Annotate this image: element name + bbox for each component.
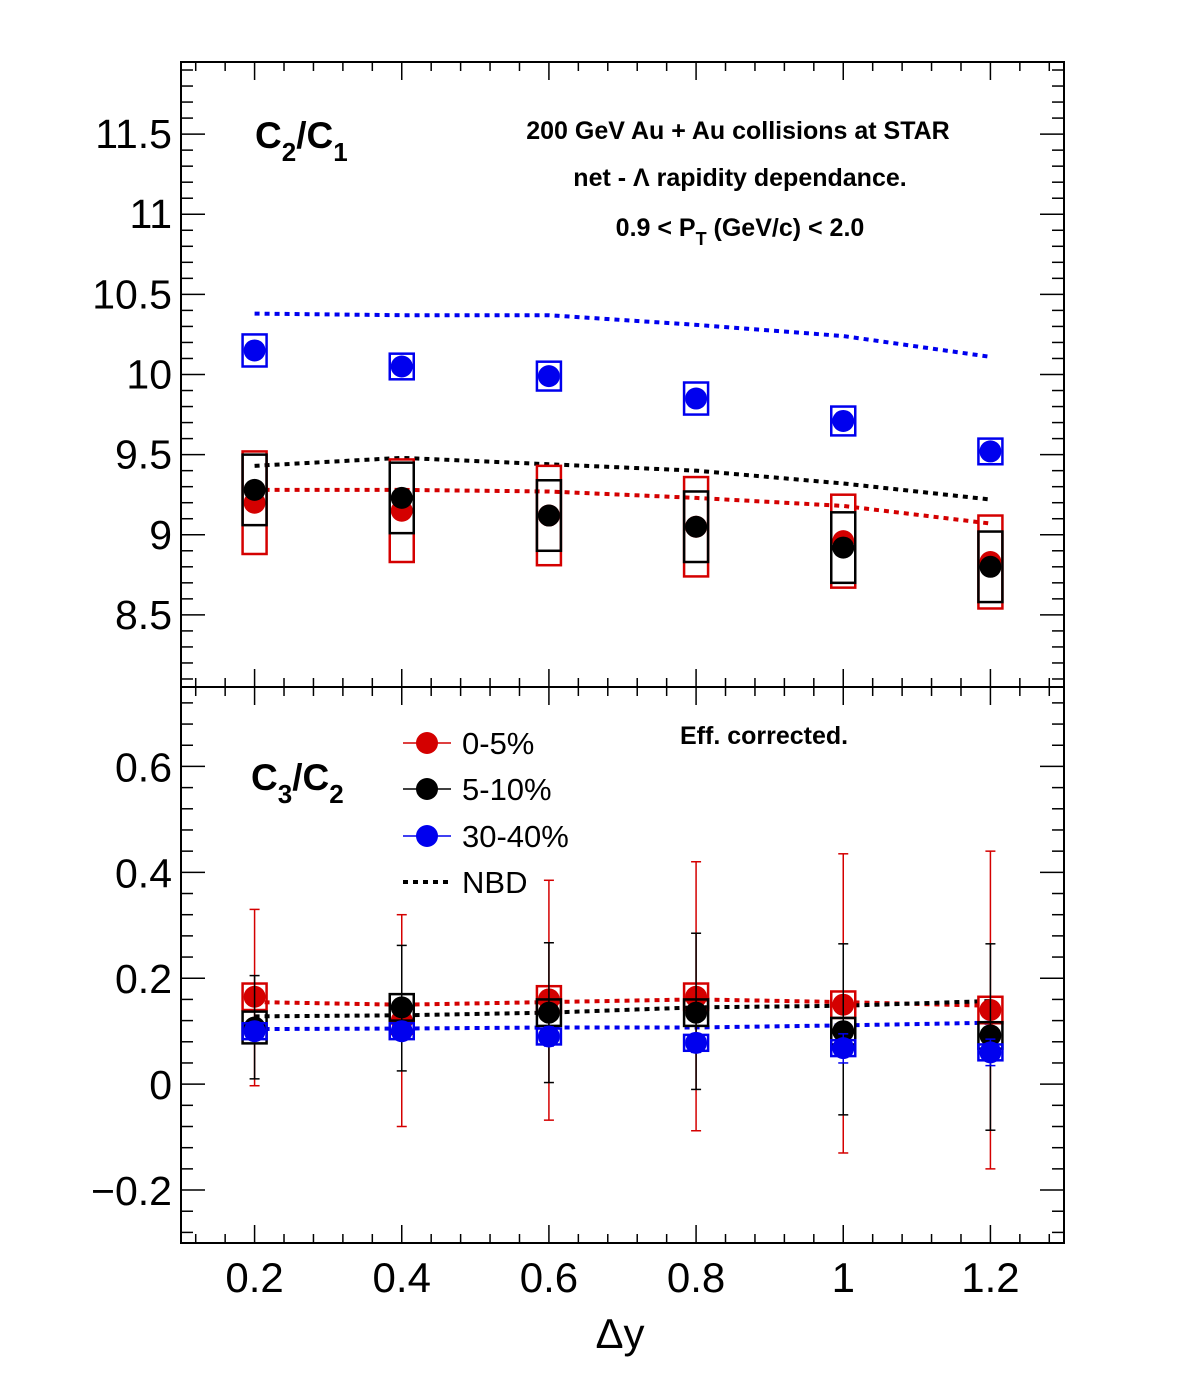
systematic-box — [535, 360, 563, 392]
nbd-curve — [254, 999, 991, 1019]
data-point — [537, 1001, 560, 1024]
systematic-box — [388, 461, 415, 535]
x-tick-label: 0.6 — [520, 1254, 578, 1301]
top-y-tick-labels: 8.5 9 9.5 10 10.5 11 11.5 — [92, 111, 172, 638]
systematic-box — [241, 333, 268, 368]
systematic-box — [682, 381, 710, 416]
title-line-3: 0.9 < PT (GeV/c) < 2.0 — [616, 214, 865, 249]
x-tick-label: 0.8 — [667, 1254, 725, 1301]
systematic-box — [241, 453, 268, 527]
x-tick-label: 1.2 — [961, 1254, 1019, 1301]
top-y-tick-label: 11 — [129, 191, 172, 237]
data-point — [390, 996, 413, 1019]
systematic-box — [682, 998, 710, 1028]
systematic-box — [830, 511, 857, 585]
legend-marker — [416, 732, 438, 754]
legend-label: NBD — [462, 865, 527, 900]
title-line-1: 200 GeV Au + Au collisions at STAR — [526, 117, 950, 145]
nbd-curve — [254, 455, 991, 502]
systematic-box — [977, 530, 1004, 604]
bottom-nbd-curves — [254, 997, 991, 1032]
bottom-ticks — [181, 687, 1064, 1243]
legend-marker — [416, 825, 438, 847]
data-point — [979, 1041, 1002, 1064]
bottom-plot-frame — [180, 686, 1065, 1244]
data-point — [832, 409, 855, 432]
legend-marker — [416, 778, 438, 800]
x-tick-label: 0.2 — [225, 1254, 283, 1301]
top-y-tick-label: 11.5 — [95, 111, 172, 157]
bottom-y-tick-labels: −0.2 0 0.2 0.4 0.6 — [91, 744, 172, 1214]
data-point — [979, 440, 1002, 463]
data-point — [979, 555, 1002, 578]
top-y-tick-label: 9 — [149, 512, 172, 558]
nbd-curve — [254, 1020, 991, 1032]
bottom-ratio-label: C3/C2 — [251, 757, 344, 809]
nbd-curve — [254, 997, 991, 1008]
bottom-y-tick-label: 0.4 — [115, 850, 172, 896]
systematic-box — [535, 479, 563, 553]
bottom-panel: −0.2 0 0.2 0.4 0.6 0.2 0.4 0.6 0.8 1 1.2 C3/C2 Ef… — [91, 686, 1065, 1357]
data-point — [243, 478, 266, 501]
x-tick-labels: 0.2 0.4 0.6 0.8 1 1.2 — [225, 1254, 1019, 1301]
top-y-tick-label: 10 — [126, 352, 172, 398]
data-point — [537, 365, 560, 388]
top-data-marks — [241, 333, 1004, 610]
x-tick-label: 0.4 — [373, 1254, 431, 1301]
legend-label: 5-10% — [462, 772, 552, 807]
x-axis-label: Δy — [595, 1310, 644, 1357]
legend-label: 30-40% — [462, 819, 569, 854]
legend-label: 0-5% — [462, 726, 534, 761]
bottom-y-tick-label: 0 — [149, 1062, 172, 1108]
legend: 0-5% 5-10% 30-40% NBD — [403, 726, 569, 900]
bottom-y-tick-label: 0.2 — [115, 956, 172, 1002]
data-point — [390, 1020, 413, 1043]
data-point — [979, 1024, 1002, 1047]
data-point — [243, 339, 266, 362]
nbd-curve — [254, 487, 991, 526]
data-point — [537, 1025, 560, 1048]
bottom-y-tick-label: 0.6 — [115, 744, 172, 790]
eff-corrected-annotation: Eff. corrected. — [680, 722, 848, 750]
data-point — [685, 1001, 708, 1024]
top-panel: 8.5 9 9.5 10 10.5 11 11.5 C2/C1 200 GeV Au + A… — [92, 61, 1065, 688]
top-y-tick-label: 9.5 — [115, 432, 172, 478]
data-point — [685, 515, 708, 538]
bottom-y-tick-label: −0.2 — [91, 1168, 172, 1214]
top-ratio-label: C2/C1 — [255, 115, 348, 167]
top-y-tick-label: 10.5 — [92, 271, 172, 317]
systematic-box — [388, 352, 415, 381]
systematic-box — [977, 437, 1004, 466]
nbd-curve — [254, 311, 991, 359]
data-point — [390, 355, 413, 378]
data-point — [832, 1037, 855, 1060]
systematic-box — [830, 405, 857, 437]
top-nbd-curves — [254, 311, 991, 526]
data-point — [832, 1020, 855, 1043]
bottom-data-marks — [241, 850, 1004, 1170]
top-y-tick-label: 8.5 — [115, 592, 172, 638]
data-point — [390, 486, 413, 509]
data-point — [537, 504, 560, 527]
data-point — [685, 387, 708, 410]
systematic-box — [682, 490, 710, 564]
data-point — [243, 1020, 266, 1043]
top-ticks — [181, 62, 1064, 687]
data-point — [832, 536, 855, 559]
data-point — [685, 1031, 708, 1054]
title-line-2: net - Λ rapidity dependance. — [573, 164, 906, 192]
x-tick-label: 1 — [832, 1254, 855, 1301]
